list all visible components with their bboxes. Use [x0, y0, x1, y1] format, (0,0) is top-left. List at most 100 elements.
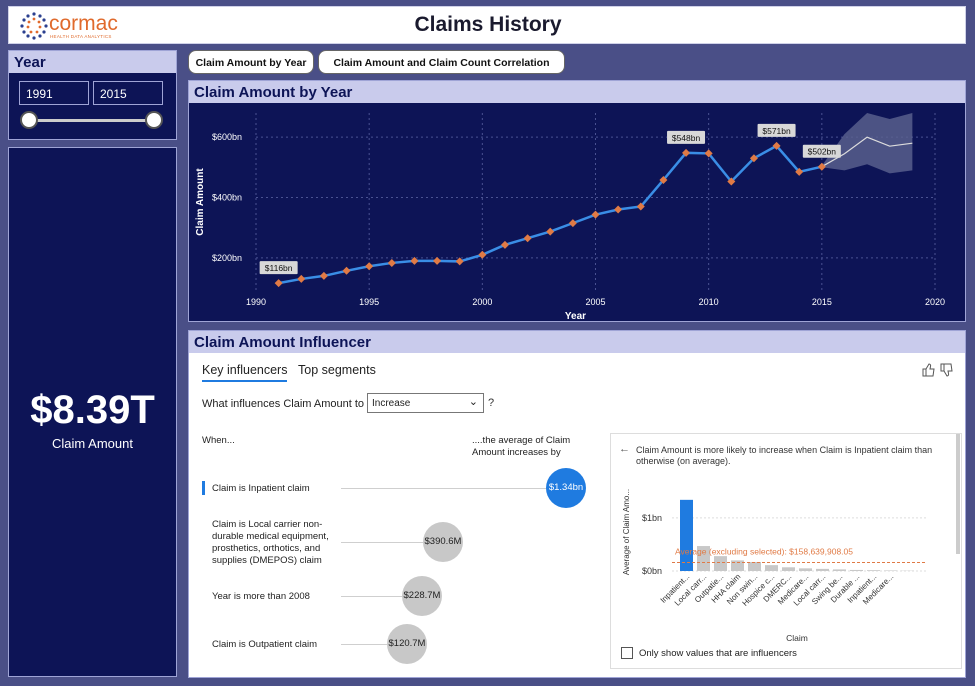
x-axis-label: Year [565, 311, 586, 321]
data-point [817, 162, 826, 171]
influencer-line-4 [341, 644, 387, 645]
influence-question: What influences Claim Amount to [202, 398, 365, 410]
when-header: When... [202, 435, 235, 446]
data-point [274, 279, 283, 288]
data-point [455, 257, 464, 266]
detail-bar [765, 565, 778, 571]
kpi-card: $8.39T Claim Amount [8, 147, 177, 677]
detail-text: Claim Amount is more likely to increase … [636, 445, 933, 466]
influencer-title: Claim Amount Influencer [189, 331, 965, 353]
company-logo: cormac HEALTH DATA ANALYTICS [19, 10, 139, 42]
year-to-input[interactable]: 2015 [93, 81, 163, 105]
data-point [297, 274, 306, 283]
kpi-value: $8.39T [30, 388, 155, 432]
dropdown-value: Increase [372, 398, 411, 409]
detail-bar [714, 556, 727, 571]
year-slider-end-handle[interactable] [145, 111, 163, 129]
influencer-bubble-4[interactable]: $120.7M [387, 624, 427, 664]
logo-tagline: HEALTH DATA ANALYTICS [50, 34, 112, 39]
data-point [659, 175, 668, 184]
influencer-bubble-2[interactable]: $390.6M [423, 522, 463, 562]
y-tick-label: $400bn [212, 192, 242, 202]
data-point [591, 210, 600, 219]
average-label: Average (excluding selected): $158,639,9… [675, 547, 853, 557]
year-slicer-title: Year [9, 51, 176, 73]
data-point [568, 219, 577, 228]
y-axis-label: Claim Amount [195, 168, 206, 236]
data-point [433, 256, 442, 265]
data-point [727, 177, 736, 186]
data-label-box [757, 123, 796, 137]
data-label-box [802, 144, 841, 158]
influencer-label-3[interactable]: Year is more than 2008 [212, 591, 310, 602]
data-point [636, 202, 645, 211]
detail-bar [680, 499, 693, 571]
increase-dropdown[interactable]: Increase ⌄ [367, 393, 484, 413]
detail-bar-chart: Average of Claim Amo... $1bn$0bnInpatient… [622, 489, 927, 643]
detail-bar [816, 568, 829, 571]
line-chart-panel: Claim Amount by Year 1990 1995 2000 2005 201… [188, 80, 966, 322]
x-tick-label: 2000 [472, 297, 492, 307]
thumbs-up-icon [922, 363, 935, 377]
logo-name: cormac [49, 12, 118, 35]
feedback-icons[interactable] [921, 363, 955, 377]
influencer-label-4[interactable]: Claim is Outpatient claim [212, 639, 318, 650]
checkbox-label: Only show values that are influencers [639, 648, 797, 659]
data-point [614, 205, 623, 214]
tab-top-segments[interactable]: Top segments [298, 363, 376, 377]
tab-claim-amount-by-year[interactable]: Claim Amount by Year [188, 50, 314, 74]
tab-amount-count-correlation[interactable]: Claim Amount and Claim Count Correlation [318, 50, 565, 74]
data-label: $502bn [808, 147, 837, 157]
help-icon[interactable]: ? [488, 397, 495, 409]
year-slider-start-handle[interactable] [20, 111, 38, 129]
influencer-panel: Claim Amount Influencer Key influencers … [188, 330, 966, 678]
influencer-label-2[interactable]: Claim is Local carrier non-durable medic… [212, 519, 329, 566]
chevron-down-icon: ⌄ [468, 396, 478, 408]
detail-bar [748, 561, 761, 571]
year-slicer: Year 1991 2015 [8, 50, 177, 140]
data-point [704, 149, 713, 158]
data-point [772, 141, 781, 150]
forecast-band [821, 113, 913, 174]
forecast-line [821, 136, 913, 168]
x-tick-label: 2020 [925, 297, 945, 307]
x-tick-label: 2010 [699, 297, 719, 307]
influencer-line-1 [341, 488, 546, 489]
detail-bar [697, 546, 710, 571]
tab-key-influencers[interactable]: Key influencers [202, 363, 288, 382]
x-tick-label: 2005 [585, 297, 605, 307]
data-point [365, 262, 374, 271]
average-header: ....the average of Claim Amount increase… [472, 435, 571, 458]
logo-dots-icon [20, 12, 48, 40]
data-label-box [259, 261, 298, 275]
detail-scrollbar[interactable] [956, 434, 960, 554]
detail-bar [731, 560, 744, 571]
influencers-only-checkbox[interactable] [621, 647, 633, 659]
influencer-line-2 [341, 542, 423, 543]
detail-x-axis-label: Claim [786, 633, 808, 643]
data-point [478, 250, 487, 259]
line-chart-title: Claim Amount by Year [189, 81, 965, 103]
data-point [546, 227, 555, 236]
detail-y-tick: $0bn [642, 566, 662, 576]
y-tick-label: $200bn [212, 253, 242, 263]
kpi-label: Claim Amount [52, 436, 133, 451]
detail-bar [782, 567, 795, 571]
year-from-input[interactable]: 1991 [19, 81, 89, 105]
data-point [749, 154, 758, 163]
influencer-bubble-1[interactable]: $1.34bn [546, 468, 586, 508]
data-point [523, 234, 532, 243]
x-tick-label: 2015 [812, 297, 832, 307]
detail-bar [867, 570, 880, 571]
detail-bar [884, 570, 897, 571]
x-tick-label: 1990 [246, 297, 266, 307]
influencer-bubble-3[interactable]: $228.7M [402, 576, 442, 616]
year-slider-track[interactable] [27, 119, 155, 122]
series-line [278, 144, 823, 285]
detail-bar [833, 569, 846, 571]
selected-indicator [202, 481, 205, 495]
page-title: Claims History [414, 13, 562, 36]
back-arrow-icon[interactable]: ← [619, 443, 630, 455]
influencer-label-1[interactable]: Claim is Inpatient claim [212, 483, 310, 494]
influencer-line-3 [341, 596, 402, 597]
